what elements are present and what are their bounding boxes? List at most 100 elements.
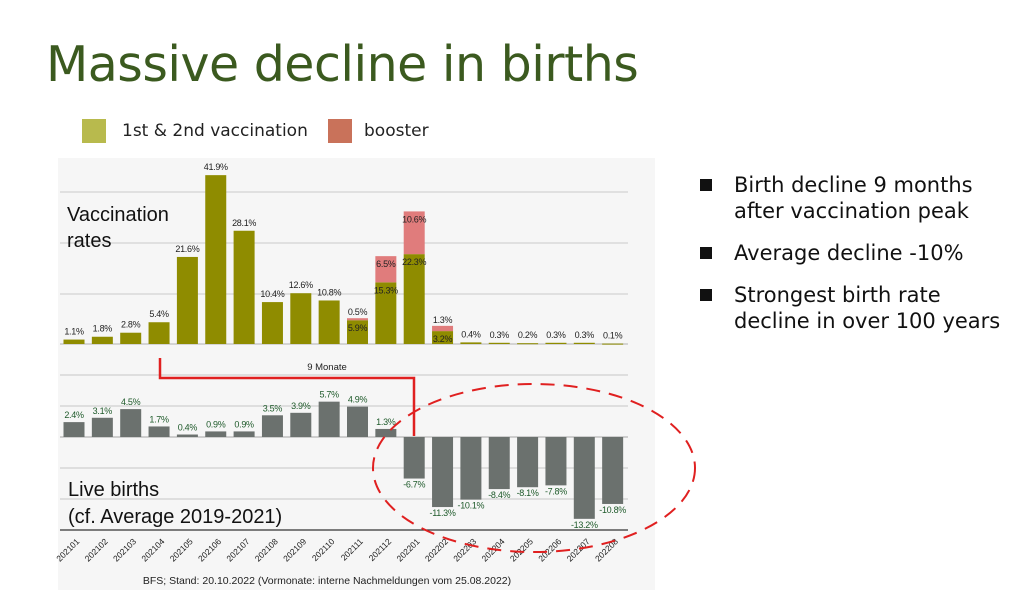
legend-label: 1st & 2nd vaccination xyxy=(122,121,308,141)
booster-bar xyxy=(375,256,397,283)
births-label: -8.4% xyxy=(488,490,510,500)
vaccination-label: 2.8% xyxy=(121,320,141,330)
births-bar xyxy=(148,426,170,437)
booster-label: 6.5% xyxy=(376,259,396,269)
bullet-text: Birth decline 9 months after vaccination… xyxy=(734,173,973,223)
bullet-item: Strongest birth rate decline in over 100… xyxy=(698,282,1018,334)
bullet-square-icon xyxy=(700,247,712,259)
vaccination-bar xyxy=(460,342,482,344)
births-label: 4.5% xyxy=(121,397,141,407)
vaccination-bar xyxy=(488,342,510,344)
vaccination-label: 0.1% xyxy=(603,331,623,341)
births-bar xyxy=(261,415,283,437)
vaccination-label: 12.6% xyxy=(289,280,313,290)
births-bar xyxy=(602,437,624,504)
births-bar xyxy=(290,412,312,437)
bullet-square-icon xyxy=(700,289,712,301)
vaccination-label: 0.3% xyxy=(575,330,595,340)
births-label: 3.5% xyxy=(263,403,283,413)
booster-label: 1.3% xyxy=(433,315,453,325)
vaccination-bar xyxy=(347,320,368,344)
legend-item-vaccination: 1st & 2nd vaccination xyxy=(82,119,308,143)
vaccination-label: 1.1% xyxy=(64,327,84,337)
births-label: 3.1% xyxy=(93,406,113,416)
vaccination-label: 21.6% xyxy=(175,244,199,254)
births-label: 0.4% xyxy=(178,423,198,433)
births-bar xyxy=(233,431,255,437)
births-bar xyxy=(432,437,454,508)
births-bar xyxy=(91,417,113,437)
births-label: -7.8% xyxy=(545,486,567,496)
births-bar xyxy=(488,437,510,490)
births-bar xyxy=(403,437,425,479)
bullet-item: Average decline -10% xyxy=(698,240,1018,266)
panel-label-births: (cf. Average 2019-2021) xyxy=(68,506,282,528)
legend-swatch-vaccination xyxy=(82,119,106,143)
highlight-ellipse xyxy=(372,383,696,553)
booster-bar xyxy=(347,318,368,321)
vaccination-label: 15.3% xyxy=(374,285,398,295)
births-label: 3.9% xyxy=(291,401,311,411)
bullet-text: Average decline -10% xyxy=(734,241,964,265)
vaccination-bar xyxy=(120,332,142,344)
chart-background xyxy=(58,158,655,590)
births-label: -8.1% xyxy=(517,488,539,498)
births-label: -6.7% xyxy=(403,480,425,490)
vaccination-bar xyxy=(63,339,85,344)
births-bar xyxy=(460,437,482,500)
panel-label-vaccination: Vaccination xyxy=(67,204,169,226)
births-bar xyxy=(120,409,142,437)
births-label: 0.9% xyxy=(234,419,254,429)
vaccination-bar xyxy=(545,342,567,344)
booster-label: 10.6% xyxy=(402,214,426,224)
source-note: BFS; Stand: 20.10.2022 (Vormonate: inter… xyxy=(143,575,511,587)
births-bar xyxy=(205,431,227,437)
vaccination-bar xyxy=(403,254,425,344)
vaccination-label: 0.3% xyxy=(490,330,510,340)
vaccination-label: 28.1% xyxy=(232,218,256,228)
births-label: -13.2% xyxy=(571,520,598,530)
legend-label: booster xyxy=(364,121,429,141)
births-label: -10.1% xyxy=(458,501,485,511)
vaccination-bar xyxy=(573,342,595,344)
booster-label: 0.5% xyxy=(348,307,368,317)
bullet-list: Birth decline 9 months after vaccination… xyxy=(698,172,1018,350)
lag-label: 9 Monate xyxy=(307,362,347,373)
vaccination-label: 10.8% xyxy=(317,287,341,297)
vaccination-label: 3.2% xyxy=(433,334,453,344)
vaccination-label: 41.9% xyxy=(204,162,228,172)
vaccination-bar xyxy=(261,302,283,344)
slide-title: Massive decline in births xyxy=(46,36,639,93)
vaccination-label: 0.3% xyxy=(546,330,566,340)
bullet-item: Birth decline 9 months after vaccination… xyxy=(698,172,1018,224)
vaccination-bar xyxy=(91,336,113,344)
births-bar xyxy=(176,434,198,437)
vaccination-label: 5.4% xyxy=(149,309,169,319)
births-bar xyxy=(347,406,368,437)
vaccination-bar xyxy=(290,293,312,344)
births-bar xyxy=(318,401,340,437)
legend-item-booster: booster xyxy=(328,119,429,143)
lag-connector xyxy=(158,358,416,436)
booster-bar xyxy=(432,325,454,332)
booster-bar xyxy=(403,211,425,255)
vaccination-label: 0.2% xyxy=(518,330,538,340)
births-label: 4.9% xyxy=(348,395,368,405)
vaccination-label: 0.4% xyxy=(461,329,481,339)
legend-swatch-booster xyxy=(328,119,352,143)
births-bar xyxy=(517,437,539,488)
vaccination-bar xyxy=(602,343,624,345)
vaccination-bar xyxy=(205,175,227,344)
vaccination-bar xyxy=(517,343,539,345)
vaccination-label: 22.3% xyxy=(402,257,426,267)
bullet-square-icon xyxy=(700,179,712,191)
vaccination-label: 10.4% xyxy=(260,289,284,299)
births-bar xyxy=(573,437,595,519)
vaccination-bar xyxy=(432,331,454,344)
vaccination-label: 1.8% xyxy=(93,324,113,334)
vaccination-bar xyxy=(176,256,198,344)
bullet-text: Strongest birth rate decline in over 100… xyxy=(734,283,1001,333)
births-bar xyxy=(63,422,85,437)
vaccination-bar xyxy=(375,282,397,344)
